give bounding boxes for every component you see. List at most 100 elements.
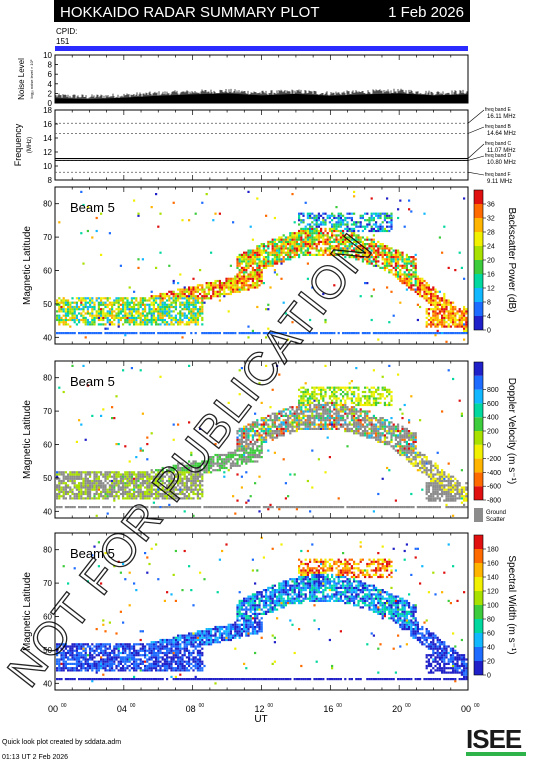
- heatmap-cell: [86, 312, 89, 315]
- heatmap-cell: [256, 447, 259, 450]
- heatmap-cell: [324, 243, 327, 246]
- heatmap-cell: [221, 462, 224, 465]
- heatmap-cell: [247, 332, 250, 335]
- heatmap-cell: [240, 260, 243, 263]
- heatmap-cell: [320, 421, 323, 424]
- heatmap-cell: [436, 329, 439, 332]
- heatmap-cell: [414, 279, 417, 283]
- heatmap-cell: [245, 443, 248, 446]
- heatmap-cell: [460, 318, 463, 322]
- heatmap-cell: [243, 288, 246, 291]
- heatmap-cell: [71, 479, 74, 483]
- heatmap-cell: [401, 273, 404, 276]
- heatmap-cell: [86, 305, 89, 309]
- heatmap-cell: [245, 284, 248, 287]
- heatmap-cell: [163, 303, 166, 306]
- heatmap-cell: [106, 495, 109, 498]
- heatmap-cell: [392, 258, 395, 261]
- heatmap-cell: [355, 258, 358, 261]
- heatmap-cell: [465, 316, 468, 319]
- heatmap-cell: [399, 258, 402, 261]
- heatmap-cell: [388, 214, 391, 217]
- heatmap-cell: [271, 436, 274, 439]
- heatmap-cell: [298, 245, 301, 248]
- heatmap-cell: [60, 332, 63, 335]
- heatmap-cell: [271, 421, 274, 424]
- heatmap-cell: [97, 495, 100, 498]
- heatmap-cell: [177, 482, 180, 485]
- heatmap-cell: [432, 292, 435, 296]
- heatmap-cell: [146, 458, 149, 461]
- heatmap-cell: [309, 421, 312, 424]
- heatmap-cell: [344, 227, 347, 230]
- heatmap-cell: [366, 412, 369, 415]
- heatmap-cell: [161, 310, 164, 313]
- heatmap-cell: [414, 332, 417, 335]
- heatmap-cell: [346, 247, 349, 250]
- heatmap-cell: [170, 495, 173, 498]
- heatmap-cell: [254, 434, 257, 437]
- heatmap-cell: [238, 260, 241, 263]
- heatmap-cell: [104, 316, 107, 319]
- heatmap-cell: [317, 406, 320, 409]
- heatmap-cell: [306, 277, 309, 280]
- heatmap-cell: [152, 312, 155, 315]
- heatmap-cell: [344, 216, 347, 220]
- heatmap-cell: [273, 332, 276, 335]
- heatmap-cell: [265, 332, 268, 335]
- heatmap-cell: [203, 462, 206, 465]
- heatmap-cell: [56, 473, 59, 476]
- heatmap-cell: [64, 332, 67, 335]
- heatmap-cell: [271, 432, 274, 435]
- heatmap-cell: [245, 332, 248, 335]
- heatmap-cell: [364, 397, 367, 400]
- heatmap-cell: [309, 236, 312, 239]
- heatmap-cell: [353, 421, 356, 424]
- heatmap-cell: [357, 425, 360, 428]
- heatmap-cell: [205, 471, 208, 474]
- heatmap-cell: [185, 477, 188, 480]
- heatmap-cell: [304, 414, 307, 417]
- heatmap-cell: [62, 482, 65, 485]
- heatmap-cell: [170, 303, 173, 306]
- heatmap-cell: [89, 486, 92, 489]
- heatmap-cell: [117, 305, 120, 309]
- heatmap-cell: [122, 482, 125, 485]
- heatmap-cell: [355, 410, 358, 413]
- heatmap-cell: [368, 432, 371, 435]
- heatmap-cell: [192, 514, 195, 517]
- heatmap-cell: [375, 436, 378, 439]
- heatmap-cell: [300, 247, 303, 250]
- heatmap-cell: [260, 447, 263, 450]
- heatmap-cell: [366, 425, 369, 428]
- heatmap-cell: [130, 308, 133, 311]
- heatmap-cell: [247, 260, 250, 263]
- heatmap-cell: [190, 462, 193, 465]
- heatmap-cell: [377, 240, 380, 243]
- heatmap-cell: [240, 286, 243, 289]
- heatmap-cell: [350, 401, 353, 404]
- heatmap-cell: [240, 427, 243, 430]
- heatmap-cell: [100, 323, 103, 326]
- noise-ylabel-sub: log₁₀ noise level × 10⁶: [29, 59, 34, 98]
- heatmap-cell: [245, 277, 248, 280]
- heatmap-cell: [333, 332, 336, 335]
- heatmap-cell: [89, 479, 92, 483]
- heatmap-cell: [408, 273, 411, 276]
- heatmap-cell: [251, 266, 254, 269]
- heatmap-cell: [62, 310, 65, 313]
- heatmap-cell: [278, 423, 281, 426]
- heatmap-cell: [348, 427, 351, 430]
- heatmap-cell: [304, 234, 307, 237]
- heatmap-cell: [128, 332, 131, 335]
- heatmap-cell: [89, 301, 92, 304]
- heatmap-cell: [73, 506, 76, 509]
- heatmap-cell: [304, 410, 307, 413]
- heatmap-cell: [240, 486, 243, 489]
- heatmap-cell: [166, 479, 169, 483]
- heatmap-cell: [366, 403, 369, 407]
- heatmap-cell: [313, 414, 316, 417]
- heatmap-cell: [168, 303, 171, 306]
- heatmap-cell: [185, 488, 188, 491]
- heatmap-cell: [236, 266, 239, 269]
